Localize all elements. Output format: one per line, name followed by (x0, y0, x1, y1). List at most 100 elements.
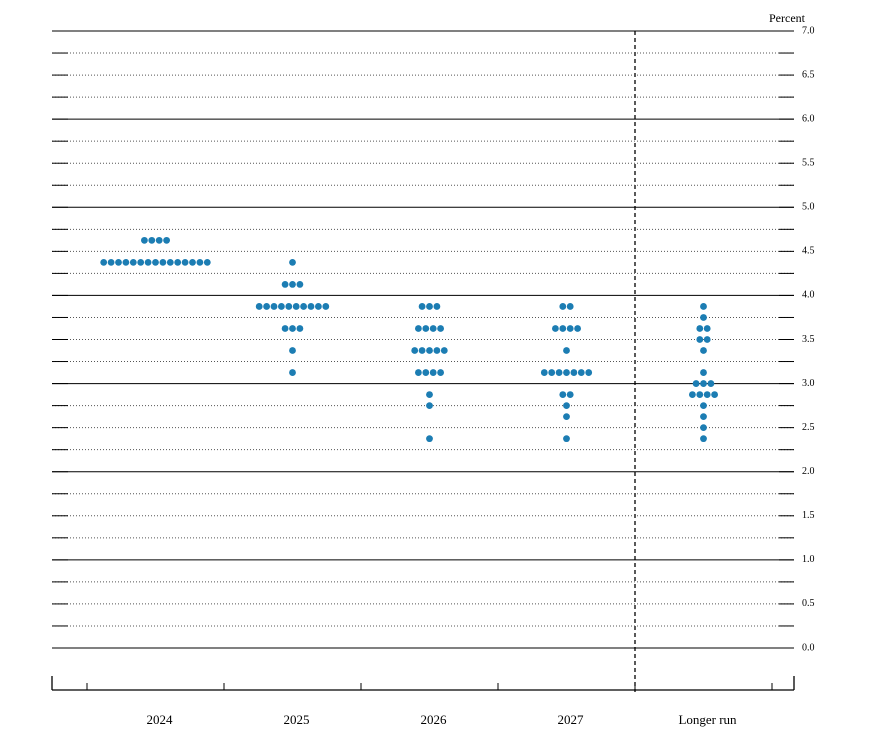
dot (129, 258, 137, 266)
dot (563, 347, 570, 354)
dot (552, 325, 559, 332)
dot (566, 303, 574, 310)
dot (703, 391, 711, 398)
dot (144, 258, 152, 266)
dot (563, 413, 570, 421)
dot (559, 391, 567, 398)
dot (426, 435, 433, 443)
dot (426, 391, 433, 398)
x-tick-label: Longer run (678, 712, 737, 727)
dot (437, 369, 444, 376)
dot (422, 325, 430, 332)
dot (300, 303, 307, 310)
dot (689, 391, 696, 398)
dot (174, 258, 182, 266)
y-tick-label: 1.0 (802, 554, 815, 565)
dot (555, 369, 563, 376)
dot (429, 369, 437, 376)
dot (696, 391, 704, 398)
dot (415, 325, 422, 332)
dot (700, 314, 707, 321)
y-tick-label: 4.5 (802, 246, 815, 257)
dot (296, 281, 304, 288)
x-tick-label: 2027 (558, 712, 585, 727)
dot (278, 303, 285, 310)
dot (289, 325, 296, 332)
dot (203, 258, 211, 266)
y-tick-label: 5.5 (802, 158, 815, 169)
dot (563, 369, 570, 376)
dot (196, 258, 204, 266)
dot (289, 258, 296, 266)
dot (296, 325, 304, 332)
dot (285, 303, 293, 310)
dot (700, 380, 707, 387)
dot (141, 236, 148, 244)
dot (148, 236, 156, 244)
dot (585, 369, 593, 376)
dot (563, 435, 570, 443)
dot (255, 303, 263, 310)
dot (189, 258, 196, 266)
dot (570, 369, 578, 376)
dot (703, 336, 711, 343)
dot (426, 402, 433, 410)
dot (307, 303, 315, 310)
dot (289, 369, 296, 376)
dot (566, 325, 574, 332)
dot (563, 402, 570, 410)
x-tick-label: 2025 (284, 712, 310, 727)
dot (107, 258, 115, 266)
dot (418, 347, 426, 354)
y-tick-label: 0.0 (802, 642, 815, 653)
dot (707, 380, 715, 387)
y-tick-label: 2.5 (802, 422, 815, 433)
dot (181, 258, 189, 266)
y-tick-label: 6.5 (802, 69, 815, 80)
y-tick-label: 7.0 (802, 25, 815, 36)
dot (122, 258, 130, 266)
dot (100, 258, 108, 266)
y-tick-label: 3.0 (802, 378, 815, 389)
dot (418, 303, 426, 310)
dot (289, 281, 296, 288)
dot (700, 435, 707, 443)
dot (440, 347, 448, 354)
dot (433, 303, 441, 310)
dot (696, 336, 704, 343)
dot (137, 258, 145, 266)
dot (281, 325, 289, 332)
dot (559, 325, 567, 332)
x-tick-label: 2026 (421, 712, 448, 727)
dot (574, 325, 581, 332)
dot (700, 413, 707, 421)
dot (426, 303, 433, 310)
dot (437, 325, 444, 332)
y-tick-label: 2.0 (802, 466, 815, 477)
dot (163, 236, 171, 244)
dot (548, 369, 556, 376)
dot (281, 281, 289, 288)
y-tick-label: 3.5 (802, 334, 815, 345)
dot (566, 391, 574, 398)
dot (155, 236, 163, 244)
y-tick-label: 5.0 (802, 202, 815, 213)
dot (692, 380, 700, 387)
dot (166, 258, 174, 266)
y-tick-label: 4.0 (802, 290, 815, 301)
dot (700, 303, 707, 310)
dot (115, 258, 122, 266)
dot (540, 369, 548, 376)
dot (577, 369, 585, 376)
y-axis-label: Percent (769, 11, 806, 25)
dot (159, 258, 167, 266)
dot (700, 347, 707, 354)
dot (426, 347, 433, 354)
dot (700, 402, 707, 410)
dot (270, 303, 278, 310)
dot (429, 325, 437, 332)
y-tick-label: 1.5 (802, 510, 815, 521)
dot (422, 369, 430, 376)
y-tick-label: 6.0 (802, 113, 815, 124)
dot (263, 303, 270, 310)
